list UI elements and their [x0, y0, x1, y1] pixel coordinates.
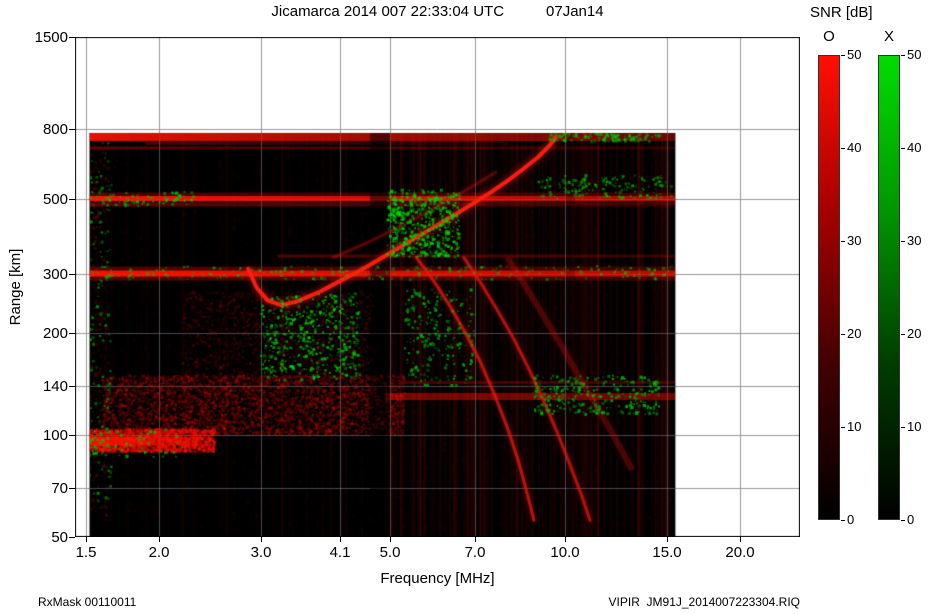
y-tick-mark [69, 435, 75, 436]
ionogram-canvas [75, 37, 800, 537]
colorbar-tick-label: 50 [907, 47, 922, 62]
y-tick-label: 100 [42, 427, 68, 444]
x-tick-label: 3.0 [250, 544, 272, 561]
y-tick-label: 140 [42, 378, 68, 395]
colorbar-tick-mark [841, 334, 845, 335]
x-tick-label: 15.0 [652, 544, 682, 561]
y-tick-mark [69, 37, 75, 38]
colorbar-tick-label: 20 [907, 326, 922, 341]
y-tick-label: 70 [51, 480, 68, 497]
y-tick-label: 200 [42, 325, 68, 342]
y-tick-label: 800 [42, 121, 68, 138]
x-tick-mark [159, 537, 160, 542]
x-tick-mark [340, 537, 341, 542]
colorbar-tick-mark [901, 427, 905, 428]
y-tick-mark [69, 129, 75, 130]
x-tick-mark [667, 537, 668, 542]
y-tick-mark [69, 537, 75, 538]
colorbar-tick-mark [901, 334, 905, 335]
colorbar-tick-mark [901, 55, 905, 56]
x-tick-mark [390, 537, 391, 542]
colorbar-tick-mark [841, 427, 845, 428]
ionogram-plot [75, 37, 800, 537]
colorbar-tick-label: 10 [847, 419, 862, 434]
colorbar-tick-label: 20 [847, 326, 862, 341]
x-tick-label: 2.0 [148, 544, 170, 561]
o-mode-label: O [823, 28, 835, 45]
header: Jicamarca 2014 007 22:33:04 UTC 07Jan14 [75, 3, 800, 20]
colorbar-tick-label: 30 [907, 233, 922, 248]
colorbar-title: SNR [dB] [810, 4, 873, 21]
y-tick-label: 300 [42, 266, 68, 283]
colorbar-tick-mark [841, 241, 845, 242]
rxmask-label: RxMask 00110011 [38, 595, 137, 609]
o-mode-gradient [818, 55, 840, 520]
colorbar-tick-label: 40 [847, 140, 862, 155]
y-tick-mark [69, 274, 75, 275]
y-tick-label: 50 [51, 529, 68, 546]
x-tick-label: 10.0 [550, 544, 580, 561]
x-tick-label: 1.5 [75, 544, 97, 561]
colorbar-tick-label: 0 [847, 512, 855, 527]
x-tick-label: 7.0 [464, 544, 486, 561]
y-tick-mark [69, 199, 75, 200]
o-mode-colorbar: O 0 10 20 30 40 50 [818, 28, 870, 548]
x-tick-label: 5.0 [379, 544, 401, 561]
colorbar-tick-label: 50 [847, 47, 862, 62]
page-title: Jicamarca 2014 007 22:33:04 UTC [271, 3, 505, 20]
colorbar-tick-label: 0 [907, 512, 915, 527]
date-label: 07Jan14 [546, 3, 604, 20]
x-tick-mark [565, 537, 566, 542]
y-tick-mark [69, 333, 75, 334]
y-tick-label: 500 [42, 191, 68, 208]
x-tick-mark [475, 537, 476, 542]
colorbar-tick-mark [901, 148, 905, 149]
colorbar-tick-label: 10 [907, 419, 922, 434]
x-tick-mark [86, 537, 87, 542]
x-tick-mark [261, 537, 262, 542]
colorbar-tick-mark [901, 520, 905, 521]
colorbar-tick-mark [841, 55, 845, 56]
file-label: VIPIR JM91J_2014007223304.RIQ [608, 595, 800, 609]
colorbar-tick-mark [901, 241, 905, 242]
x-tick-mark [740, 537, 741, 542]
colorbar-tick-label: 30 [847, 233, 862, 248]
x-mode-gradient [878, 55, 900, 520]
y-tick-mark [69, 488, 75, 489]
colorbar-tick-mark [841, 148, 845, 149]
x-axis-label: Frequency [MHz] [380, 570, 495, 587]
x-tick-label: 20.0 [725, 544, 755, 561]
x-mode-colorbar: X 0 10 20 30 40 50 [878, 28, 930, 548]
colorbar-tick-label: 40 [907, 140, 922, 155]
colorbar-tick-mark [841, 520, 845, 521]
y-tick-label: 1500 [34, 29, 68, 46]
x-tick-label: 4.1 [329, 544, 351, 561]
x-mode-label: X [883, 28, 894, 45]
y-tick-mark [69, 386, 75, 387]
